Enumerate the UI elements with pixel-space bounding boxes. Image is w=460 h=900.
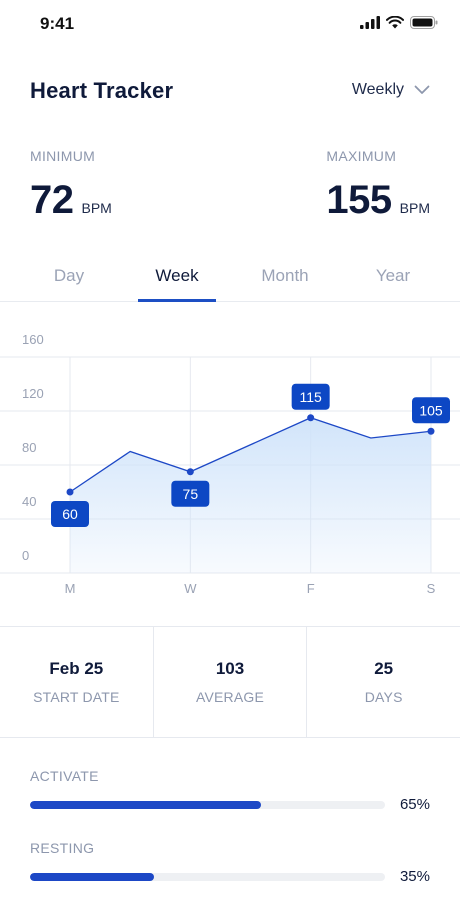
summary-days: 25 DAYS: [306, 627, 460, 737]
app-header: Heart Tracker Weekly: [30, 76, 430, 108]
data-label-box: [51, 501, 89, 527]
tab-week[interactable]: Week: [155, 266, 199, 285]
x-tick-label: W: [184, 581, 197, 596]
average-value: 103: [215, 659, 245, 678]
status-bar: 9:41: [0, 0, 460, 50]
y-tick-label: 120: [22, 386, 44, 401]
resting-progress-fill: [30, 872, 155, 881]
period-selected-value: Weekly: [351, 81, 404, 98]
maximum-stat: MAXIMUM 155 BPM: [326, 148, 430, 223]
resting-label: RESTING: [30, 840, 95, 856]
tab-month[interactable]: Month: [261, 266, 309, 285]
data-label-box: [291, 383, 330, 410]
start-date-value: Feb 25: [49, 659, 104, 678]
data-label: 115: [300, 389, 323, 405]
activate-label: ACTIVATE: [30, 768, 99, 784]
minimum-value: 72: [30, 178, 74, 222]
tab-year[interactable]: Year: [375, 266, 411, 285]
data-point: [307, 414, 315, 422]
y-tick-label: 0: [22, 548, 29, 563]
data-label: 105: [419, 402, 443, 418]
activate-progress: ACTIVATE 65%: [30, 768, 430, 813]
average-label: AVERAGE: [195, 689, 265, 705]
summary-panel: Feb 25 START DATE 103 AVERAGE 25 DAYS: [0, 626, 460, 738]
summary-average: 103 AVERAGE: [152, 627, 307, 737]
y-tick-label: 40: [22, 494, 36, 509]
status-time: 9:41: [40, 14, 75, 33]
series-area: [70, 417, 431, 573]
data-point: [427, 427, 435, 435]
minimum-stat: MINIMUM 72 BPM: [30, 148, 112, 223]
tab-day[interactable]: Day: [53, 266, 85, 285]
y-tick-label: 160: [22, 332, 44, 347]
activate-progress-fill: [30, 800, 261, 809]
data-label: 60: [62, 506, 78, 522]
heart-rate-chart: 160 120 80 40 0 M W F S 60 75 115 105: [0, 332, 460, 596]
chevron-down-icon: [414, 85, 430, 94]
x-tick-label: F: [307, 581, 315, 596]
active-tab-indicator: [138, 299, 216, 302]
period-dropdown[interactable]: Weekly: [352, 81, 430, 99]
minimum-unit: BPM: [81, 200, 112, 216]
summary-start-date: Feb 25 START DATE: [0, 627, 153, 737]
resting-progress: RESTING 35%: [30, 840, 430, 885]
start-date-label: START DATE: [33, 689, 120, 705]
maximum-label: MAXIMUM: [326, 148, 397, 164]
days-value: 25: [374, 659, 394, 678]
status-icons: [360, 16, 438, 29]
activate-percent: 65%: [399, 796, 430, 813]
maximum-value: 155: [326, 178, 392, 222]
y-tick-label: 80: [22, 440, 36, 455]
data-point: [66, 488, 74, 496]
maximum-unit: BPM: [399, 200, 430, 216]
data-label: 75: [183, 486, 199, 502]
battery-icon: [410, 16, 438, 29]
minimum-label: MINIMUM: [30, 148, 96, 164]
data-label-box: [171, 480, 210, 507]
x-tick-label: S: [427, 581, 436, 596]
days-label: DAYS: [364, 689, 403, 705]
resting-percent: 35%: [399, 868, 430, 885]
cellular-signal-icon: [360, 16, 380, 29]
activate-progress-track: [30, 800, 385, 809]
resting-progress-track: [30, 872, 385, 881]
data-label-box: [412, 397, 450, 424]
data-point: [186, 468, 194, 476]
range-tabs: Day Week Month Year: [0, 262, 460, 302]
x-tick-label: M: [65, 581, 76, 596]
wifi-icon: [386, 16, 404, 29]
page-title: Heart Tracker: [30, 78, 174, 103]
series-line: [69, 417, 432, 493]
